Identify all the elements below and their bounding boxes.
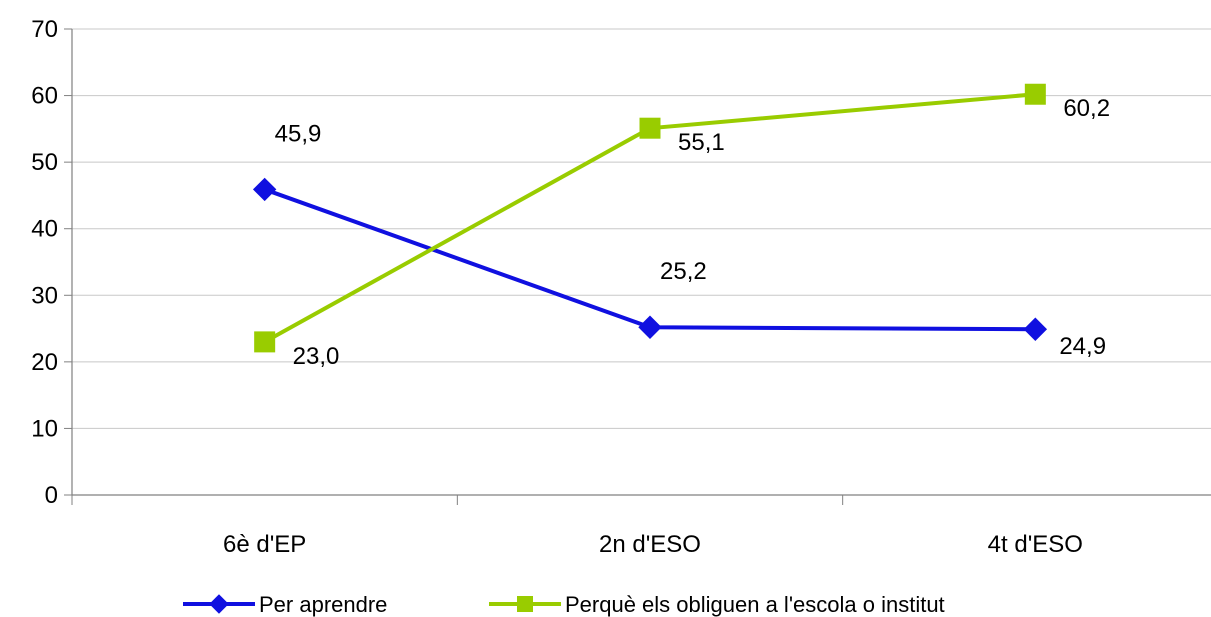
- y-tick-label: 30: [31, 282, 58, 309]
- gridlines: [72, 28, 1211, 429]
- x-category-label: 6è d'EP: [223, 531, 306, 558]
- y-tick-label: 70: [31, 16, 58, 43]
- data-point: [638, 315, 662, 339]
- y-tick-label: 60: [31, 83, 58, 110]
- x-axis-ticks: 6è d'EP 2n d'ESO 4t d'ESO: [71, 495, 1083, 558]
- series-group: [252, 83, 1048, 353]
- y-tick-label: 0: [45, 482, 58, 509]
- x-category-label: 4t d'ESO: [988, 531, 1083, 558]
- legend-square-marker: [517, 596, 533, 612]
- data-label: 25,2: [660, 258, 707, 285]
- data-label: 60,2: [1063, 95, 1110, 122]
- data-labels: 45,9 25,2 24,9 23,0 55,1 60,2: [275, 95, 1110, 370]
- data-point: [639, 117, 661, 139]
- series-line: [263, 187, 1036, 332]
- data-point: [1024, 83, 1046, 105]
- y-tick-label: 10: [31, 415, 58, 442]
- y-axis-ticks: 0 10 20 30 40 50 60 70: [31, 16, 72, 509]
- data-label: 45,9: [275, 120, 322, 147]
- legend-diamond-marker: [209, 594, 229, 614]
- data-label: 55,1: [678, 129, 725, 156]
- legend-label: Perquè els obliguen a l'escola o institu…: [565, 592, 945, 617]
- data-label: 23,0: [293, 343, 340, 370]
- data-point: [1023, 317, 1048, 341]
- y-tick-label: 40: [31, 216, 58, 243]
- y-tick-label: 20: [31, 349, 58, 376]
- data-point: [252, 177, 277, 202]
- legend-label: Per aprendre: [259, 592, 387, 617]
- data-label: 24,9: [1059, 333, 1106, 360]
- legend: Per aprendre Perquè els obliguen a l'esco…: [183, 592, 945, 617]
- y-tick-label: 50: [31, 149, 58, 176]
- x-category-label: 2n d'ESO: [599, 531, 701, 558]
- data-point: [254, 331, 276, 353]
- axes: [71, 29, 1211, 496]
